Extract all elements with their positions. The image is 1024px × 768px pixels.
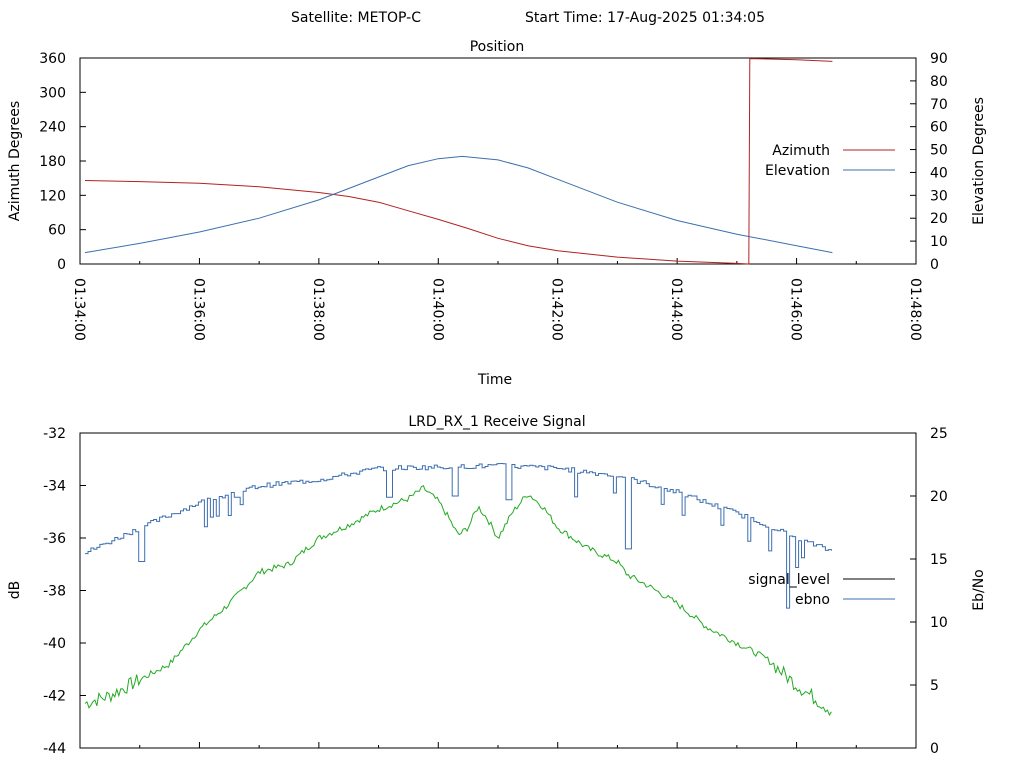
time-tick-label: 01:40:00 (429, 278, 445, 341)
ebno-tick-label: 0 (930, 741, 939, 757)
legend-azimuth-label: Azimuth (772, 143, 830, 159)
elevation-tick-label: 50 (930, 143, 948, 159)
signal-y2label: Eb/No (971, 569, 987, 611)
db-tick-label: -42 (43, 689, 66, 705)
ebno-tick-label: 15 (930, 552, 948, 568)
db-tick-label: -38 (43, 584, 66, 600)
elevation-tick-label: 70 (930, 97, 948, 113)
ebno-line (85, 463, 832, 609)
db-tick-label: -40 (43, 636, 66, 652)
position-y2label: Elevation Degrees (971, 97, 987, 225)
elevation-tick-label: 80 (930, 74, 948, 90)
elevation-tick-label: 30 (930, 188, 948, 204)
position-series (84, 58, 833, 265)
time-tick-label: 01:42:00 (549, 278, 565, 341)
db-tick-label: -44 (43, 741, 66, 757)
ebno-tick-label: 10 (930, 615, 948, 631)
elevation-tick-label: 40 (930, 165, 948, 181)
azimuth-tick-label: 240 (39, 120, 66, 136)
satellite-label: Satellite: METOP-C (291, 10, 421, 26)
position-chart: Position 0 60 120 180 240 300 360 0 10 20 30 40 50 6… (7, 39, 987, 388)
elevation-tick-label: 10 (930, 234, 948, 250)
signal-series (84, 463, 832, 716)
elevation-tick-label: 20 (930, 211, 948, 227)
time-tick-label: 01:48:00 (907, 278, 923, 341)
time-tick-label: 01:36:00 (190, 278, 206, 341)
db-tick-label: -32 (43, 426, 66, 442)
time-tick-label: 01:34:00 (71, 278, 87, 341)
elevation-line (84, 155, 833, 254)
legend-elevation-label: Elevation (765, 163, 830, 179)
signal-plot-frame (79, 432, 917, 749)
position-time-axis: 01:34:00 01:36:00 01:38:00 01:40:00 01:42:00… (71, 258, 923, 341)
start-time-label: Start Time: 17-Aug-2025 01:34:05 (525, 10, 765, 26)
position-chart-title: Position (470, 39, 525, 55)
signal-ylabel: dB (7, 581, 23, 600)
position-elevation-axis: 0 10 20 30 40 50 60 70 80 90 (910, 51, 948, 273)
position-azimuth-axis: 0 60 120 180 240 300 360 (39, 51, 86, 273)
legend-ebno-label: ebno (795, 592, 830, 608)
signal-chart-title: LRD_RX_1 Receive Signal (408, 414, 585, 430)
position-plot-frame (79, 57, 917, 265)
azimuth-tick-label: 60 (48, 223, 66, 239)
position-xlabel: Time (477, 372, 512, 388)
position-ylabel: Azimuth Degrees (7, 101, 23, 221)
db-tick-label: -36 (43, 531, 66, 547)
time-tick-label: 01:46:00 (788, 278, 804, 341)
ebno-tick-label: 20 (930, 489, 948, 505)
signal-chart: LRD_RX_1 Receive Signal -44-42-40-38-36-… (7, 414, 987, 757)
position-legend: Azimuth Elevation (765, 143, 895, 179)
signal-level-line (84, 485, 832, 716)
time-tick-label: 01:44:00 (668, 278, 684, 341)
elevation-tick-label: 60 (930, 120, 948, 136)
signal-db-axis: -44 -42 -40 -38 -36 -34 -32 (43, 426, 86, 757)
ebno-tick-label: 25 (930, 426, 948, 442)
azimuth-tick-label: 360 (39, 51, 66, 67)
elevation-tick-label: 0 (930, 257, 939, 273)
azimuth-tick-label: 0 (57, 257, 66, 273)
azimuth-tick-label: 120 (39, 188, 66, 204)
signal-time-axis (79, 742, 917, 748)
ebno-tick-label: 5 (930, 678, 939, 694)
elevation-tick-label: 90 (930, 51, 948, 67)
azimuth-tick-label: 180 (39, 154, 66, 170)
legend-signal-level-label: signal_level (748, 572, 830, 588)
signal-ebno-axis: 0 5 10 15 20 25 (910, 426, 948, 757)
time-tick-label: 01:38:00 (310, 278, 326, 341)
signal-legend: signal_level ebno (748, 572, 895, 608)
azimuth-tick-label: 300 (39, 85, 66, 101)
azimuth-line (84, 58, 833, 265)
db-tick-label: -34 (43, 479, 66, 495)
